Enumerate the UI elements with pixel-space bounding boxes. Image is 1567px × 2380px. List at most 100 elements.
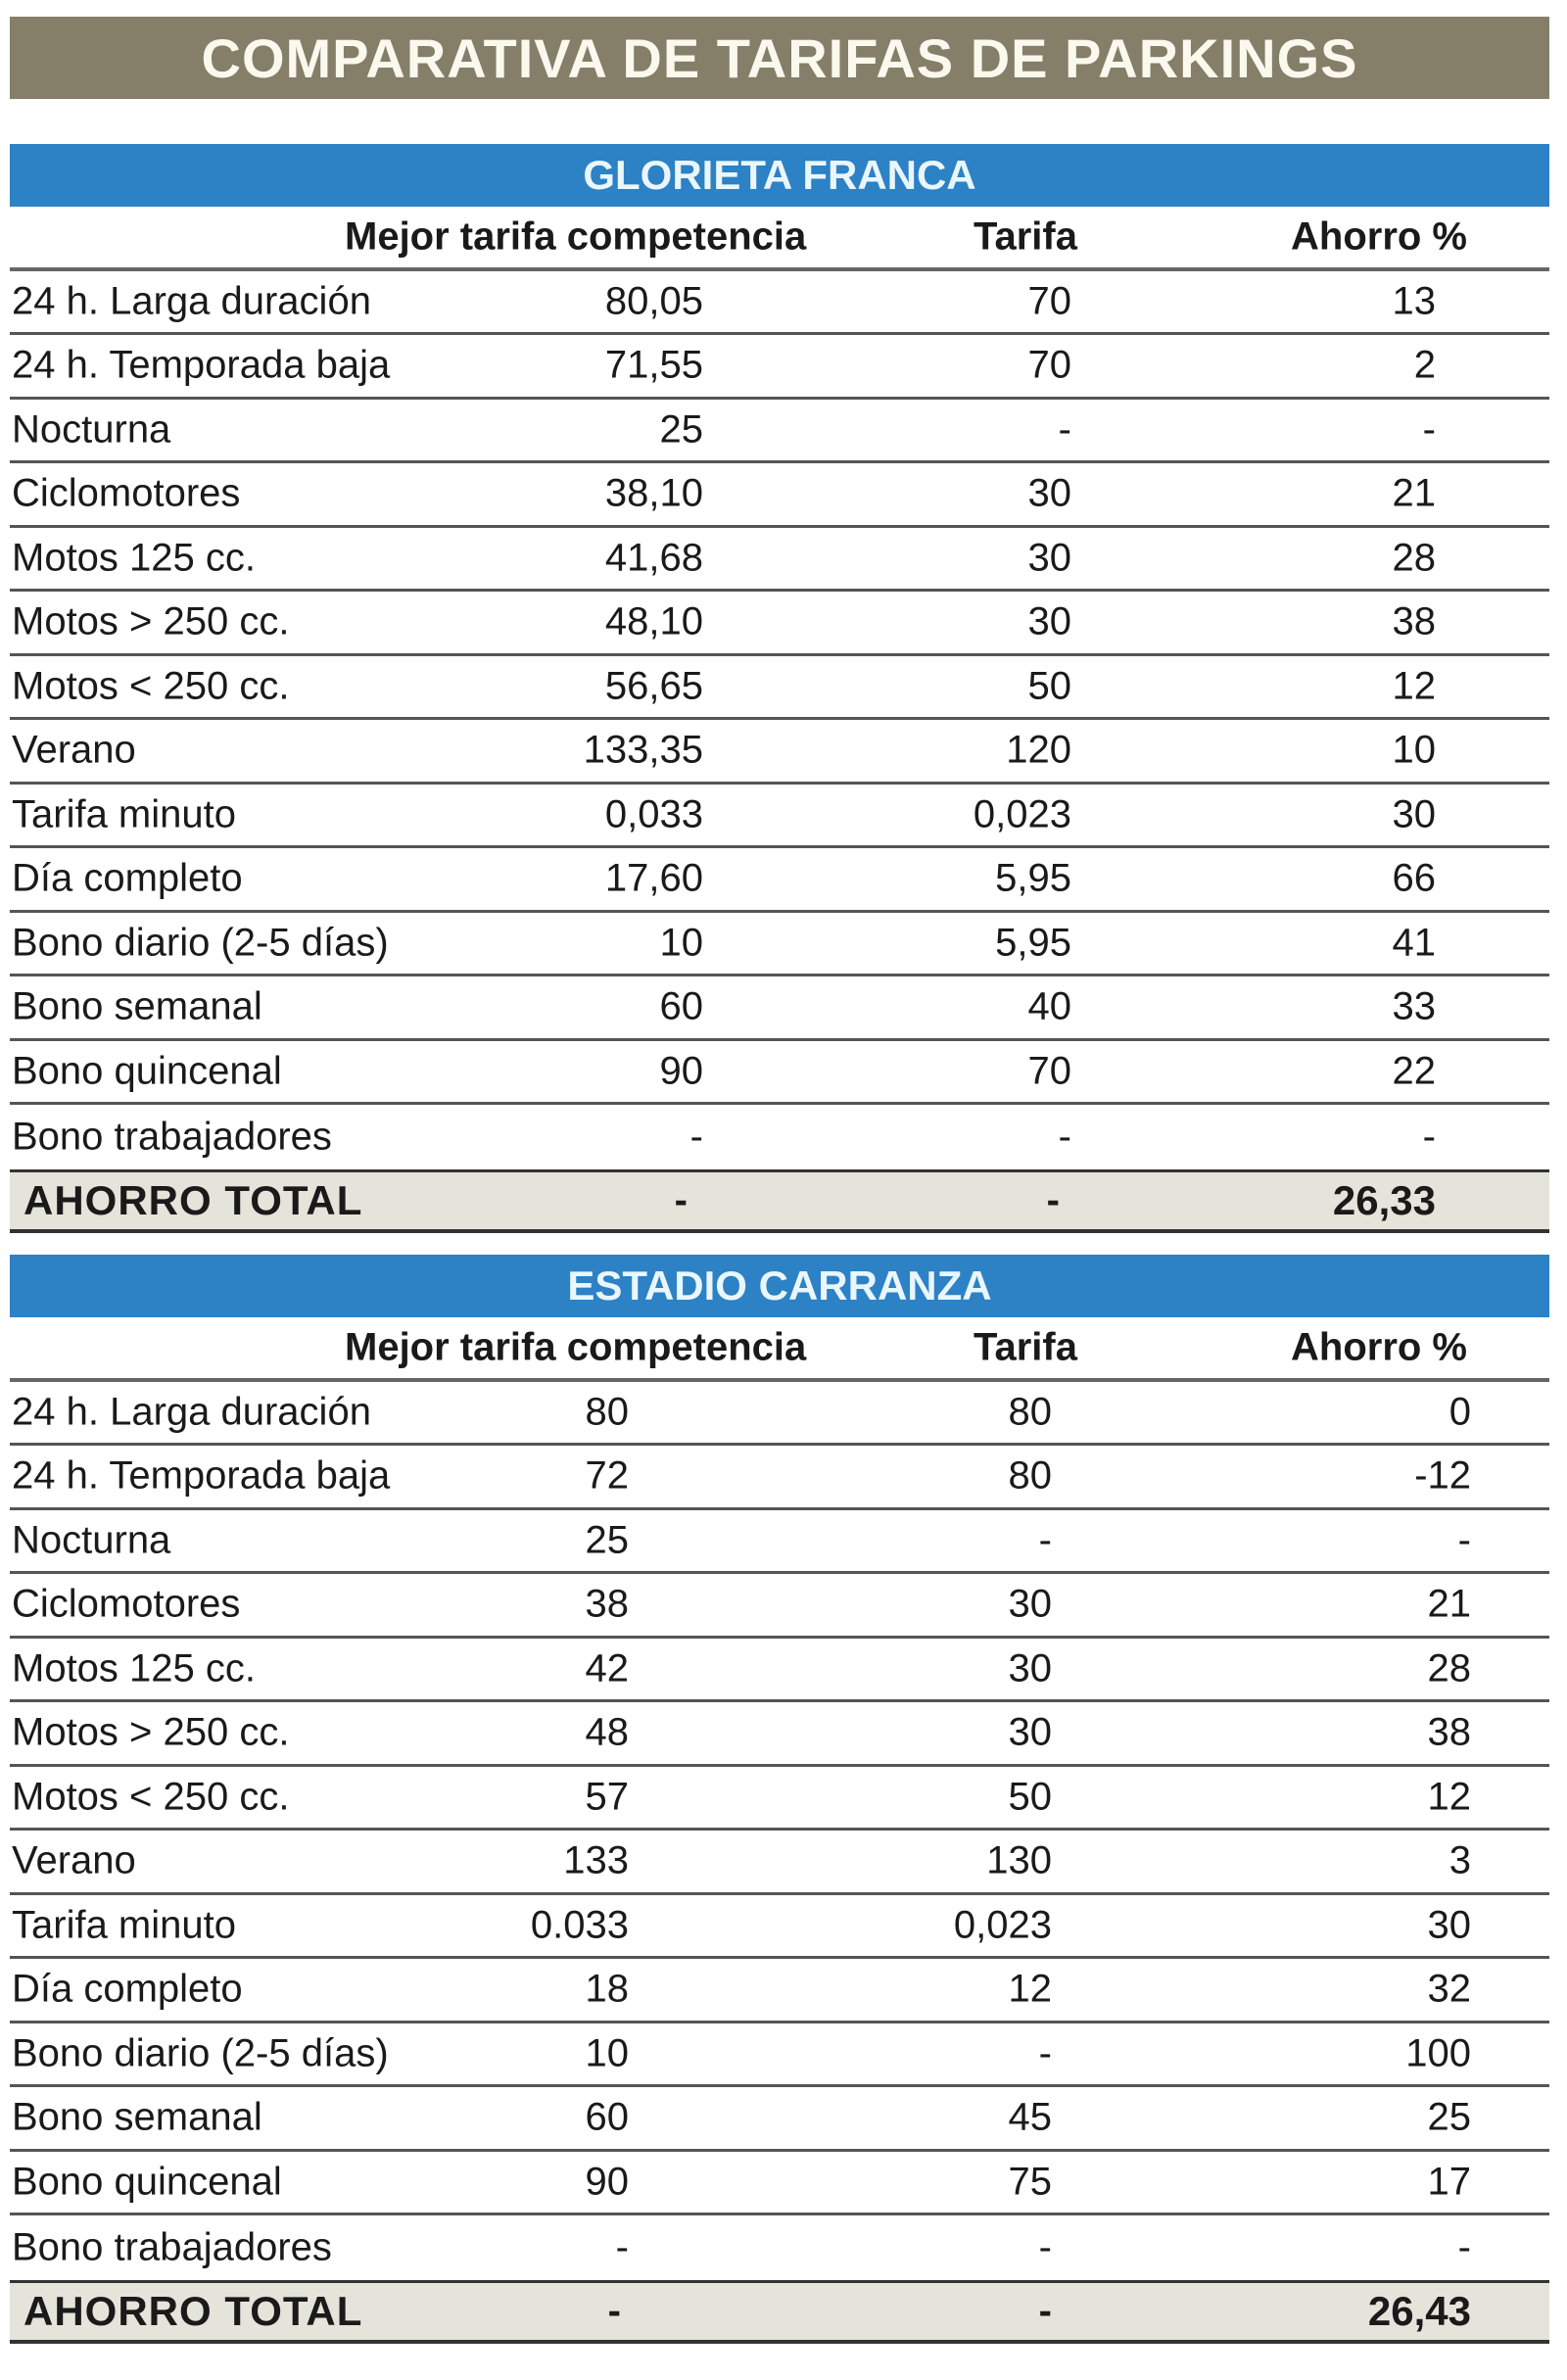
row-label: Bono semanal bbox=[12, 2095, 262, 2139]
rate: 50 bbox=[1008, 1775, 1053, 1819]
rate: 75 bbox=[1008, 2160, 1053, 2204]
row-label: Motos > 250 cc. bbox=[12, 599, 290, 643]
competitor-rate: 0,033 bbox=[604, 792, 703, 836]
total-row-label: AHORRO TOTAL bbox=[24, 1176, 363, 1223]
savings-percent: - bbox=[1422, 407, 1436, 452]
row-label: 24 h. Larga duración bbox=[12, 1390, 371, 1434]
savings-percent: 28 bbox=[1427, 1646, 1472, 1690]
competitor-rate: 71,55 bbox=[604, 343, 703, 387]
row-label: Motos > 250 cc. bbox=[12, 1710, 290, 1754]
table-row: Tarifa minuto 0,033 0,023 30 bbox=[10, 785, 1549, 848]
table-row: 24 h. Larga duración 80,05 70 13 bbox=[10, 271, 1549, 335]
competitor-rate: 42 bbox=[585, 1646, 630, 1690]
total-competitor-rate: - bbox=[674, 1178, 688, 1222]
header-rate: Tarifa bbox=[973, 1325, 1077, 1369]
row-label: Nocturna bbox=[12, 407, 171, 452]
rate: - bbox=[1038, 2031, 1052, 2075]
savings-percent: 66 bbox=[1392, 856, 1437, 900]
row-label: Motos 125 cc. bbox=[12, 1646, 257, 1690]
table-row: Verano 133 130 3 bbox=[10, 1831, 1549, 1895]
table-row: Ciclomotores 38 30 21 bbox=[10, 1574, 1549, 1639]
savings-percent: 32 bbox=[1427, 1967, 1472, 2011]
table-row: Bono trabajadores - - - bbox=[10, 1105, 1549, 1169]
competitor-rate: 80 bbox=[585, 1390, 630, 1434]
table-estadio-carranza: ESTADIO CARRANZA Mejor tarifa competencia… bbox=[10, 1255, 1549, 2344]
total-competitor-rate: - bbox=[607, 2289, 621, 2333]
savings-percent: - bbox=[1457, 1518, 1471, 1562]
table-row: Verano 133,35 120 10 bbox=[10, 720, 1549, 785]
row-label: Motos < 250 cc. bbox=[12, 664, 290, 708]
rate: 40 bbox=[1027, 984, 1072, 1028]
header-row: Mejor tarifa competencia Tarifa Ahorro % bbox=[10, 207, 1549, 271]
table-row: Día completo 17,60 5,95 66 bbox=[10, 848, 1549, 913]
row-label: Bono trabajadores bbox=[12, 2225, 332, 2269]
rate: - bbox=[1038, 2225, 1052, 2269]
total-rate: - bbox=[1038, 2289, 1052, 2333]
competitor-rate: 60 bbox=[585, 2095, 630, 2139]
rate: 70 bbox=[1027, 279, 1072, 323]
row-label: Día completo bbox=[12, 1967, 243, 2011]
row-label: 24 h. Larga duración bbox=[12, 279, 371, 323]
savings-percent: -12 bbox=[1414, 1453, 1471, 1498]
savings-percent: 33 bbox=[1392, 984, 1437, 1028]
competitor-rate: 57 bbox=[585, 1775, 630, 1819]
row-label: Nocturna bbox=[12, 1518, 171, 1562]
rate: 45 bbox=[1008, 2095, 1053, 2139]
rate: 12 bbox=[1008, 1967, 1053, 2011]
savings-percent: 25 bbox=[1427, 2095, 1472, 2139]
header-row: Mejor tarifa competencia Tarifa Ahorro % bbox=[10, 1317, 1549, 1382]
table-row: Motos 125 cc. 42 30 28 bbox=[10, 1639, 1549, 1702]
row-label: Verano bbox=[12, 1838, 136, 1882]
total-savings-percent: 26,43 bbox=[1367, 2287, 1471, 2334]
rate: 130 bbox=[986, 1838, 1052, 1882]
rate: 50 bbox=[1027, 664, 1072, 708]
savings-percent: 13 bbox=[1392, 279, 1437, 323]
competitor-rate: 48,10 bbox=[604, 599, 703, 643]
rate: - bbox=[1058, 407, 1071, 452]
competitor-rate: 25 bbox=[659, 407, 704, 452]
section-title: GLORIETA FRANCA bbox=[10, 144, 1549, 207]
rate: 70 bbox=[1027, 1049, 1072, 1093]
savings-percent: 38 bbox=[1427, 1710, 1472, 1754]
savings-percent: 28 bbox=[1392, 536, 1437, 580]
competitor-rate: 72 bbox=[585, 1453, 630, 1498]
competitor-rate: - bbox=[689, 1115, 703, 1159]
page-title: COMPARATIVA DE TARIFAS DE PARKINGS bbox=[10, 17, 1549, 99]
row-label: 24 h. Temporada baja bbox=[12, 343, 391, 387]
competitor-rate: 133,35 bbox=[583, 728, 703, 772]
rate: 5,95 bbox=[995, 856, 1071, 900]
competitor-rate: 38,10 bbox=[604, 471, 703, 515]
savings-percent: 41 bbox=[1392, 921, 1437, 965]
savings-percent: 30 bbox=[1427, 1903, 1472, 1947]
savings-percent: 30 bbox=[1392, 792, 1437, 836]
competitor-rate: 48 bbox=[585, 1710, 630, 1754]
total-savings-percent: 26,33 bbox=[1332, 1176, 1436, 1223]
table-row: Día completo 18 12 32 bbox=[10, 1959, 1549, 2023]
savings-percent: - bbox=[1457, 2225, 1471, 2269]
competitor-rate: 90 bbox=[659, 1049, 704, 1093]
savings-percent: 12 bbox=[1427, 1775, 1472, 1819]
rate: 30 bbox=[1027, 599, 1072, 643]
savings-percent: 17 bbox=[1427, 2160, 1472, 2204]
rate: - bbox=[1058, 1115, 1071, 1159]
competitor-rate: 17,60 bbox=[604, 856, 703, 900]
table-row: Bono quincenal 90 75 17 bbox=[10, 2152, 1549, 2215]
row-label: Bono trabajadores bbox=[12, 1115, 332, 1159]
competitor-rate: 10 bbox=[585, 2031, 630, 2075]
table-row: Nocturna 25 - - bbox=[10, 400, 1549, 463]
header-savings-percent: Ahorro % bbox=[1291, 214, 1467, 259]
table-row: Ciclomotores 38,10 30 21 bbox=[10, 463, 1549, 528]
table-glorieta-franca: GLORIETA FRANCA Mejor tarifa competencia T… bbox=[10, 144, 1549, 1233]
row-label: Tarifa minuto bbox=[12, 792, 236, 836]
competitor-rate: 41,68 bbox=[604, 536, 703, 580]
savings-percent: - bbox=[1422, 1115, 1436, 1159]
section-title: ESTADIO CARRANZA bbox=[10, 1255, 1549, 1317]
rate: 70 bbox=[1027, 343, 1072, 387]
table-row: Motos < 250 cc. 56,65 50 12 bbox=[10, 656, 1549, 720]
rate: 80 bbox=[1008, 1453, 1053, 1498]
table-row: Motos < 250 cc. 57 50 12 bbox=[10, 1767, 1549, 1831]
table-row: Bono semanal 60 40 33 bbox=[10, 976, 1549, 1041]
header-best-competitor-rate: Mejor tarifa competencia bbox=[345, 214, 807, 259]
competitor-rate: 38 bbox=[585, 1582, 630, 1626]
savings-percent: 2 bbox=[1413, 343, 1436, 387]
